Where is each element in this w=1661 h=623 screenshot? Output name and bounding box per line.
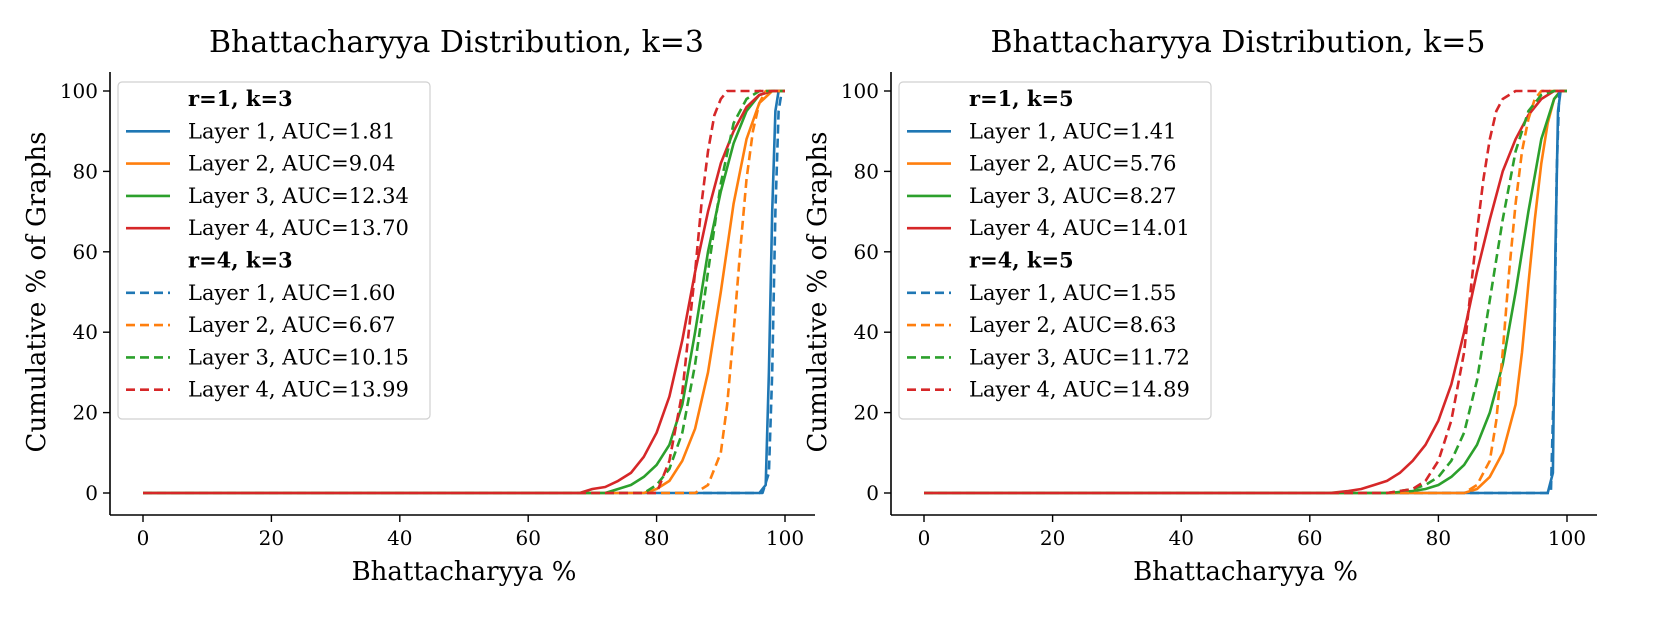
legend-entry: Layer 4, AUC=14.89 bbox=[969, 378, 1190, 402]
series-line-dashed-layer-3 bbox=[143, 89, 785, 495]
legend-entry: Layer 2, AUC=5.76 bbox=[969, 152, 1176, 176]
y-axis-label: Cumulative % of Graphs bbox=[803, 132, 833, 453]
x-axis-label: Bhattacharyya % bbox=[1133, 557, 1358, 587]
series-line-dashed-layer-4 bbox=[143, 89, 785, 495]
x-axis-label: Bhattacharyya % bbox=[352, 557, 577, 587]
series-line-dashed-layer-4 bbox=[924, 89, 1567, 495]
x-tick-label: 100 bbox=[1548, 526, 1586, 550]
y-tick-label: 60 bbox=[73, 240, 98, 264]
chart-title: Bhattacharyya Distribution, k=3 bbox=[209, 25, 704, 60]
series-line-solid-layer-3 bbox=[924, 89, 1567, 495]
legend-entry: Layer 4, AUC=13.99 bbox=[188, 378, 409, 402]
legend-entry: Layer 1, AUC=1.55 bbox=[969, 281, 1176, 305]
legend: r=1, k=3 Layer 1, AUC=1.81 Layer 2, AUC=9.… bbox=[117, 81, 431, 420]
y-tick-label: 100 bbox=[841, 79, 879, 103]
legend-entry: Layer 1, AUC=1.81 bbox=[188, 119, 395, 143]
y-tick-label: 0 bbox=[85, 481, 98, 505]
legend: r=1, k=5 Layer 1, AUC=1.41 Layer 2, AUC=5.… bbox=[898, 81, 1212, 420]
legend-group-title: r=4, k=3 bbox=[188, 248, 293, 273]
x-tick-label: 80 bbox=[1426, 526, 1451, 550]
legend-frame bbox=[117, 81, 431, 420]
series-lines bbox=[143, 89, 785, 495]
x-tick-label: 20 bbox=[1040, 526, 1065, 550]
y-tick-label: 80 bbox=[854, 159, 879, 183]
y-axis-label: Cumulative % of Graphs bbox=[22, 132, 52, 453]
x-tick-label: 20 bbox=[259, 526, 284, 550]
x-tick-label: 0 bbox=[918, 526, 931, 550]
legend-frame bbox=[898, 81, 1212, 420]
x-tick-label: 80 bbox=[644, 526, 669, 550]
x-tick-label: 60 bbox=[515, 526, 540, 550]
legend-entry: Layer 4, AUC=13.70 bbox=[188, 216, 409, 240]
legend-entry: Layer 3, AUC=11.72 bbox=[969, 345, 1190, 369]
series-line-dashed-layer-1 bbox=[143, 89, 785, 495]
series-line-solid-layer-3 bbox=[143, 89, 785, 495]
series-lines bbox=[924, 89, 1567, 495]
x-tick-label: 100 bbox=[766, 526, 804, 550]
legend-group-title: r=4, k=5 bbox=[969, 248, 1074, 273]
legend-entry: Layer 2, AUC=6.67 bbox=[188, 313, 395, 337]
y-tick-label: 40 bbox=[854, 320, 879, 344]
chart-panel-2: Bhattacharyya Distribution, k=5 0 20 40 60 80… bbox=[803, 25, 1597, 587]
y-tick-label: 100 bbox=[60, 79, 98, 103]
legend-entry: Layer 3, AUC=8.27 bbox=[969, 184, 1176, 208]
legend-group-title: r=1, k=5 bbox=[969, 86, 1074, 111]
y-tick-label: 60 bbox=[854, 240, 879, 264]
legend-entry: Layer 2, AUC=9.04 bbox=[188, 152, 395, 176]
series-line-dashed-layer-2 bbox=[143, 89, 785, 495]
x-tick-label: 0 bbox=[137, 526, 150, 550]
legend-group-title: r=1, k=3 bbox=[188, 86, 293, 111]
legend-entry: Layer 3, AUC=10.15 bbox=[188, 345, 409, 369]
y-tick-label: 0 bbox=[866, 481, 879, 505]
series-line-solid-layer-4 bbox=[143, 89, 785, 495]
chart-title: Bhattacharyya Distribution, k=5 bbox=[991, 25, 1486, 60]
legend-entry: Layer 1, AUC=1.60 bbox=[188, 281, 395, 305]
series-line-dashed-layer-2 bbox=[924, 89, 1567, 495]
legend-entry: Layer 1, AUC=1.41 bbox=[969, 119, 1176, 143]
legend-entry: Layer 2, AUC=8.63 bbox=[969, 313, 1176, 337]
x-tick-label: 40 bbox=[1168, 526, 1193, 550]
y-tick-label: 20 bbox=[854, 401, 879, 425]
y-tick-label: 20 bbox=[73, 401, 98, 425]
y-tick-label: 40 bbox=[73, 320, 98, 344]
series-line-solid-layer-1 bbox=[143, 89, 785, 495]
chart-panel-1: Bhattacharyya Distribution, k=3 0 20 40 60 80… bbox=[22, 25, 815, 587]
x-tick-label: 60 bbox=[1297, 526, 1322, 550]
y-tick-label: 80 bbox=[73, 159, 98, 183]
x-tick-label: 40 bbox=[387, 526, 412, 550]
legend-entry: Layer 4, AUC=14.01 bbox=[969, 216, 1190, 240]
legend-entry: Layer 3, AUC=12.34 bbox=[188, 184, 409, 208]
